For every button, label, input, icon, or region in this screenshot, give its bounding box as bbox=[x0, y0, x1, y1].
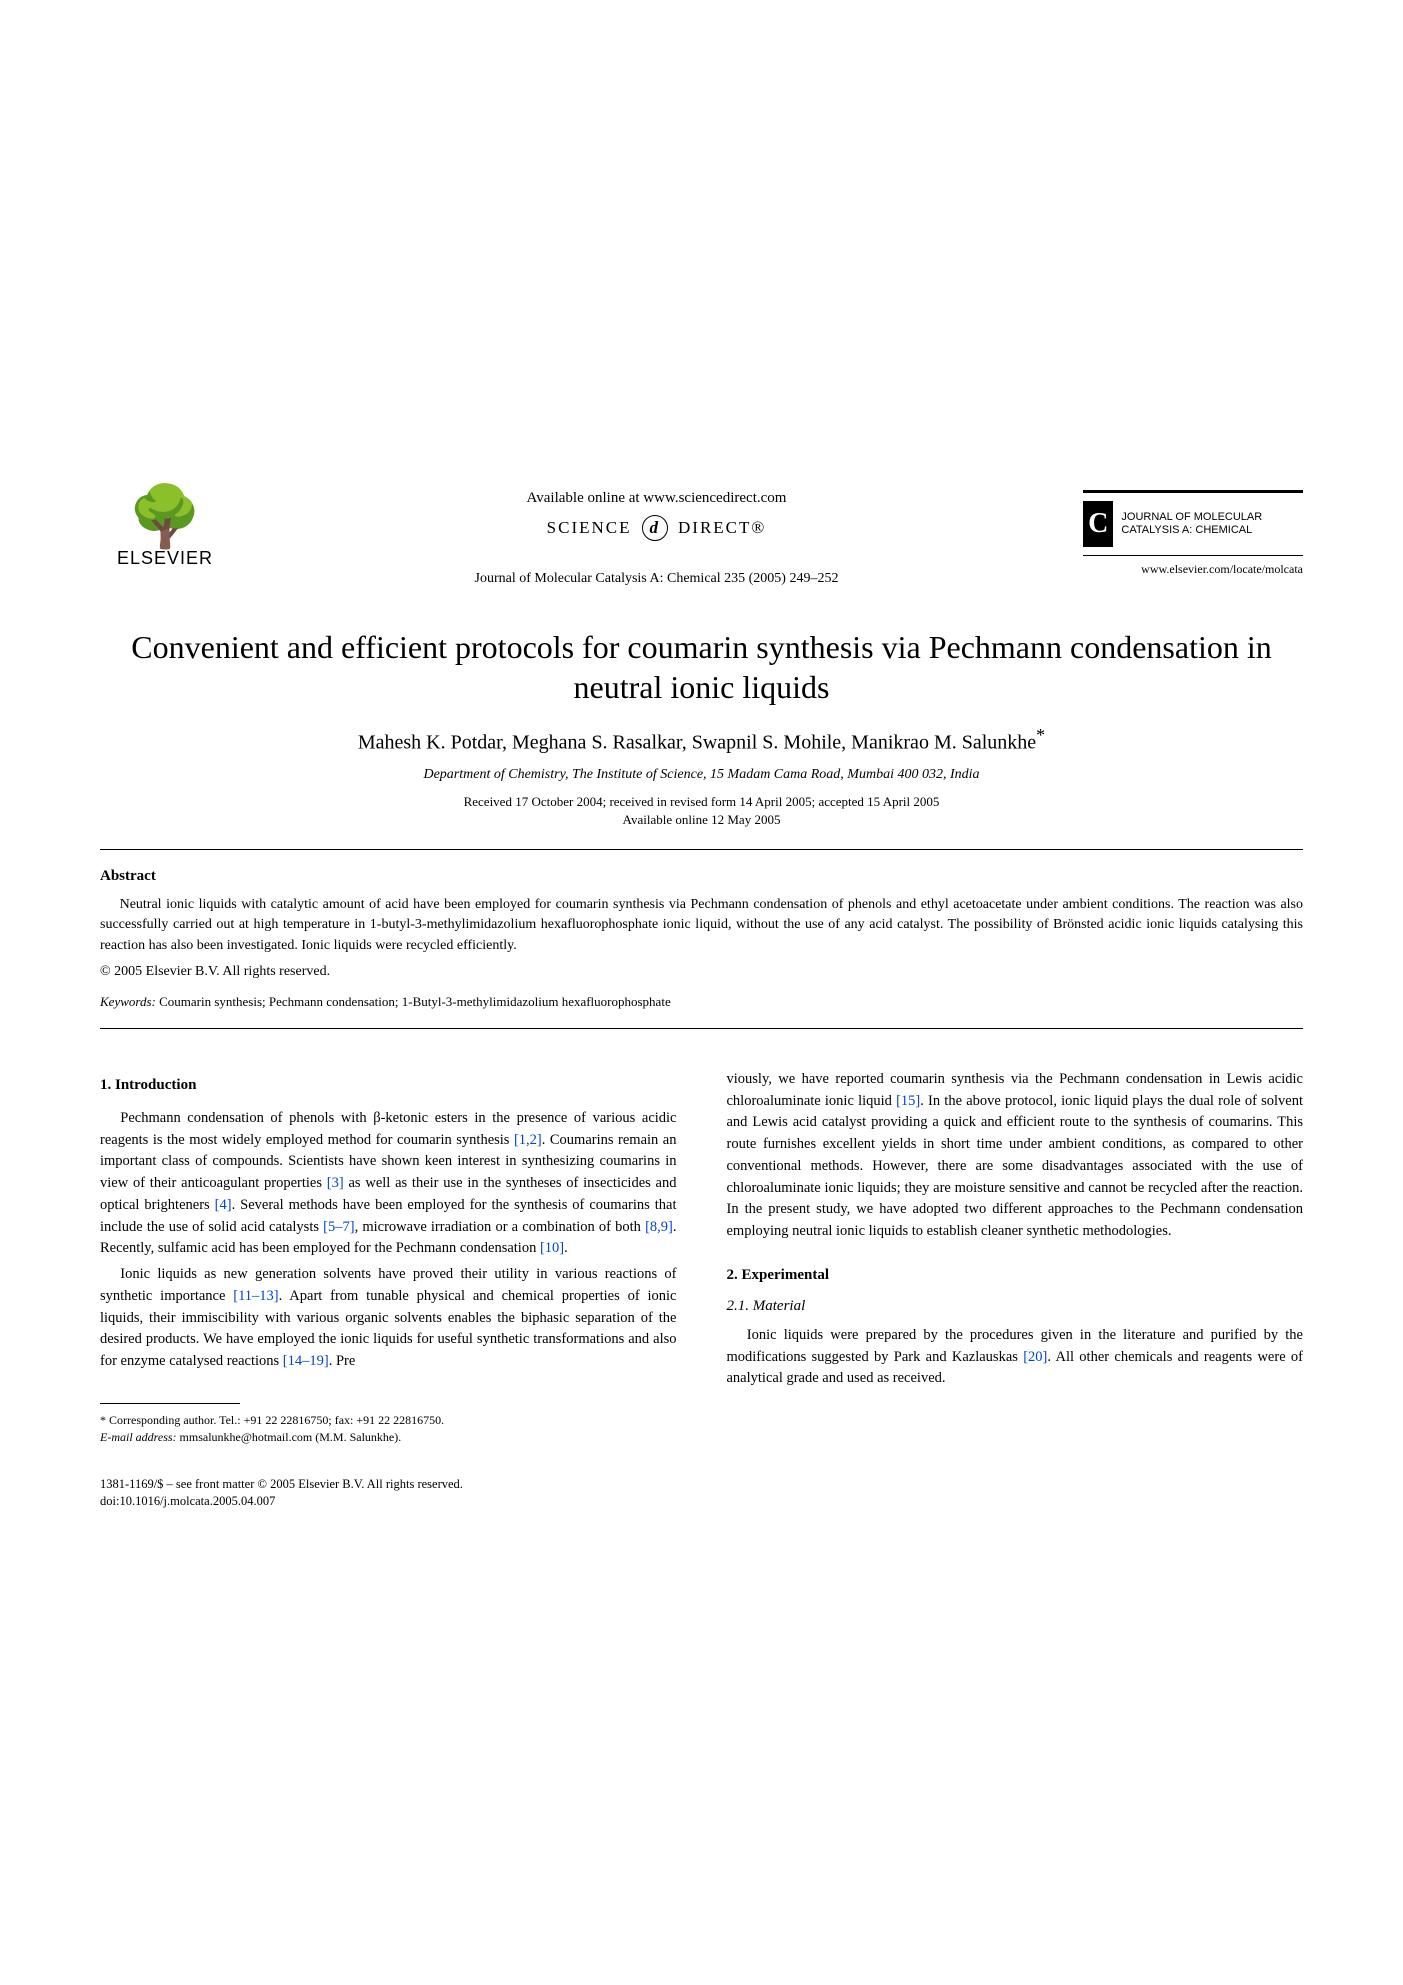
keywords-line: Keywords: Coumarin synthesis; Pechmann c… bbox=[100, 994, 1303, 1010]
authors-text: Mahesh K. Potdar, Meghana S. Rasalkar, S… bbox=[358, 732, 1036, 754]
available-online-text: Available online at www.sciencedirect.co… bbox=[260, 490, 1053, 507]
intro-para-2: Ionic liquids as new generation solvents… bbox=[100, 1264, 677, 1373]
rule-below-keywords bbox=[100, 1028, 1303, 1029]
ref-link[interactable]: [15] bbox=[896, 1093, 920, 1109]
corr-text: Corresponding author. Tel.: +91 22 22816… bbox=[109, 1413, 444, 1427]
sd-left: SCIENCE bbox=[547, 518, 632, 537]
ref-link[interactable]: [20] bbox=[1023, 1349, 1047, 1365]
corr-star-icon: * bbox=[1036, 725, 1045, 745]
journal-url[interactable]: www.elsevier.com/locate/molcata bbox=[1083, 562, 1303, 577]
sd-globe-icon: d bbox=[642, 515, 668, 541]
ref-link[interactable]: [8,9] bbox=[645, 1219, 673, 1235]
sd-right: DIRECT® bbox=[678, 518, 766, 537]
abstract-text: Neutral ionic liquids with catalytic amo… bbox=[100, 895, 1303, 956]
abstract-copyright: © 2005 Elsevier B.V. All rights reserved… bbox=[100, 964, 1303, 980]
intro-para-2-cont: viously, we have reported coumarin synth… bbox=[727, 1069, 1304, 1243]
right-column: viously, we have reported coumarin synth… bbox=[727, 1069, 1304, 1511]
material-para-1: Ionic liquids were prepared by the proce… bbox=[727, 1325, 1304, 1390]
corresponding-footnote: * Corresponding author. Tel.: +91 22 228… bbox=[100, 1412, 677, 1446]
ref-link[interactable]: [3] bbox=[327, 1175, 344, 1191]
article-title: Convenient and efficient protocols for c… bbox=[100, 627, 1303, 707]
elsevier-tree-icon: 🌳 bbox=[100, 490, 230, 544]
front-matter-line: 1381-1169/$ – see front matter © 2005 El… bbox=[100, 1476, 677, 1494]
journal-header: 🌳 ELSEVIER Available online at www.scien… bbox=[100, 490, 1303, 587]
journal-title-box: C JOURNAL OF MOLECULAR CATALYSIS A: CHEM… bbox=[1083, 490, 1303, 556]
body-columns: 1. Introduction Pechmann condensation of… bbox=[100, 1069, 1303, 1511]
author-list: Mahesh K. Potdar, Meghana S. Rasalkar, S… bbox=[100, 725, 1303, 755]
journal-c-icon: C bbox=[1083, 501, 1113, 547]
ref-link[interactable]: [11–13] bbox=[233, 1288, 278, 1304]
publisher-name: ELSEVIER bbox=[100, 548, 230, 569]
ref-link[interactable]: [5–7] bbox=[323, 1219, 354, 1235]
corr-email[interactable]: mmsalunkhe@hotmail.com (M.M. Salunkhe). bbox=[177, 1430, 402, 1444]
publisher-logo-block: 🌳 ELSEVIER bbox=[100, 490, 230, 569]
footnote-separator bbox=[100, 1403, 240, 1404]
abstract-section: Abstract Neutral ionic liquids with cata… bbox=[100, 868, 1303, 980]
experimental-heading: 2. Experimental bbox=[727, 1267, 1304, 1284]
affiliation: Department of Chemistry, The Institute o… bbox=[100, 767, 1303, 783]
material-heading: 2.1. Material bbox=[727, 1298, 1304, 1315]
star-icon: * bbox=[100, 1413, 109, 1427]
dates-received: Received 17 October 2004; received in re… bbox=[100, 793, 1303, 811]
dates-online: Available online 12 May 2005 bbox=[100, 811, 1303, 829]
left-column: 1. Introduction Pechmann condensation of… bbox=[100, 1069, 677, 1511]
journal-name-text: JOURNAL OF MOLECULAR CATALYSIS A: CHEMIC… bbox=[1121, 511, 1303, 537]
keywords-label: Keywords: bbox=[100, 994, 156, 1009]
rule-above-abstract bbox=[100, 849, 1303, 850]
science-direct-logo: SCIENCE d DIRECT® bbox=[260, 515, 1053, 541]
doi-block: 1381-1169/$ – see front matter © 2005 El… bbox=[100, 1476, 677, 1511]
ref-link[interactable]: [4] bbox=[215, 1197, 232, 1213]
abstract-heading: Abstract bbox=[100, 868, 1303, 885]
journal-brand-block: C JOURNAL OF MOLECULAR CATALYSIS A: CHEM… bbox=[1083, 490, 1303, 577]
ref-link[interactable]: [10] bbox=[540, 1240, 564, 1256]
ref-link[interactable]: [14–19] bbox=[283, 1353, 329, 1369]
intro-heading: 1. Introduction bbox=[100, 1077, 677, 1094]
email-label: E-mail address: bbox=[100, 1430, 177, 1444]
doi-line: doi:10.1016/j.molcata.2005.04.007 bbox=[100, 1493, 677, 1511]
center-header: Available online at www.sciencedirect.co… bbox=[230, 490, 1083, 587]
journal-reference: Journal of Molecular Catalysis A: Chemic… bbox=[260, 571, 1053, 587]
article-dates: Received 17 October 2004; received in re… bbox=[100, 793, 1303, 829]
title-block: Convenient and efficient protocols for c… bbox=[100, 627, 1303, 829]
ref-link[interactable]: [1,2] bbox=[514, 1132, 542, 1148]
keywords-text: Coumarin synthesis; Pechmann condensatio… bbox=[156, 994, 671, 1009]
intro-para-1: Pechmann condensation of phenols with β-… bbox=[100, 1108, 677, 1260]
